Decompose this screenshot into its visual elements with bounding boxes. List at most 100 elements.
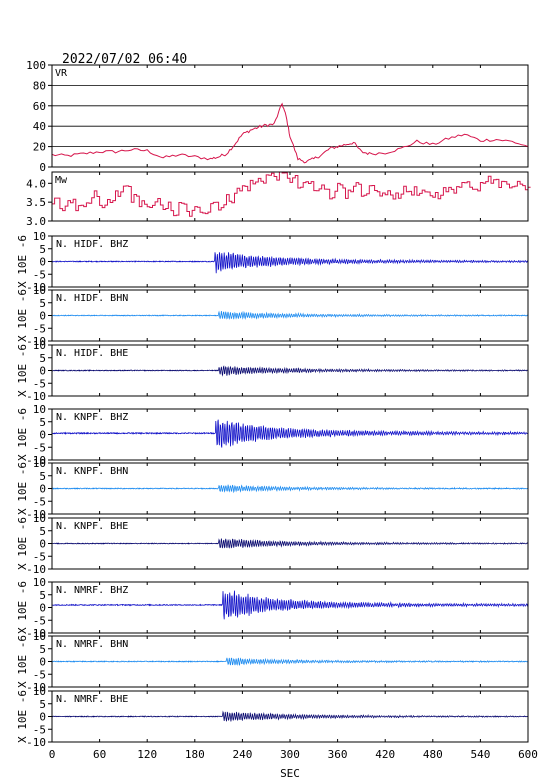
trace-1-ylabel: X 10E -6 [16,289,29,342]
trace-6-ylabel: X 10E -6 [16,581,29,634]
x-tick-label-1: 60 [93,748,106,761]
x-tick-label-6: 360 [328,748,348,761]
trace-1-ytick-label-3: 5 [39,297,46,310]
trace-4-ytick-label-0: -10 [26,508,46,521]
trace-5-ytick-label-4: 10 [33,512,46,525]
trace-3-ytick-label-0: -10 [26,454,46,467]
trace-5-label: N. KNPF. BHE [56,521,128,532]
trace-1-ytick-label-4: 10 [33,284,46,297]
x-tick-label-0: 0 [49,748,56,761]
vr-ytick-label-3: 60 [33,100,46,113]
trace-4-waveform [51,484,529,494]
x-tick-label-7: 420 [375,748,395,761]
mw-ytick-label-1: 3.5 [26,196,46,209]
mw-ytick-label-2: 4.0 [26,177,46,190]
vr-series-line [51,102,529,164]
trace-7-ylabel: X 10E -6 [16,635,29,688]
trace-7-ytick-label-2: 0 [39,656,46,669]
trace-0-ylabel: X 10E -6 [16,235,29,288]
trace-6-ytick-label-1: -5 [33,614,46,627]
trace-3-ytick-label-3: 5 [39,416,46,429]
trace-5-ytick-label-3: 5 [39,525,46,538]
trace-0-ytick-label-2: 0 [39,256,46,269]
trace-0-waveform [51,252,529,274]
trace-7-ytick-label-4: 10 [33,630,46,643]
trace-2-ytick-label-2: 0 [39,365,46,378]
vr-panel-frame [51,64,529,168]
vr-ytick-label-0: 0 [39,161,46,174]
trace-1-ytick-label-0: -10 [26,335,46,348]
trace-6-ytick-label-0: -10 [26,627,46,640]
trace-8-waveform [51,710,528,722]
x-tick-label-10: 600 [518,748,538,761]
trace-0-ytick-label-3: 5 [39,243,46,256]
trace-2-ytick-label-0: -10 [26,390,46,403]
vr-ytick-label-2: 40 [33,120,46,133]
trace-1-ytick-label-1: -5 [33,322,46,335]
trace-3-ylabel: X 10E -6 [16,408,29,461]
trace-0-ytick-label-0: -10 [26,281,46,294]
vr-ytick-label-1: 20 [33,141,46,154]
trace-5-ytick-label-1: -5 [33,550,46,563]
trace-7-waveform [51,657,529,666]
trace-7-ytick-label-3: 5 [39,643,46,656]
trace-4-ytick-label-4: 10 [33,457,46,470]
x-tick-label-4: 240 [232,748,252,761]
trace-7-ytick-label-1: -5 [33,668,46,681]
x-tick-label-3: 180 [185,748,205,761]
trace-2-ytick-label-1: -5 [33,377,46,390]
trace-1-ytick-label-2: 0 [39,310,46,323]
trace-4-ylabel: X 10E -6 [16,462,29,515]
trace-7-ytick-label-0: -10 [26,681,46,694]
trace-5-ytick-label-2: 0 [39,538,46,551]
vr-ytick-label-5: 100 [26,59,46,72]
x-axis-label: SEC [280,767,300,780]
trace-8-ylabel: X 10E -6 [16,690,29,743]
trace-2-ytick-label-4: 10 [33,339,46,352]
trace-0-ytick-label-1: -5 [33,268,46,281]
trace-8-label: N. NMRF. BHE [56,694,128,705]
x-tick-label-8: 480 [423,748,443,761]
trace-0-label: N. HIDF. BHZ [56,239,128,250]
trace-5-ylabel: X 10E -6 [16,517,29,570]
vr-panel-label: VR [55,68,68,79]
x-tick-label-5: 300 [280,748,300,761]
trace-2-label: N. HIDF. BHE [56,348,128,359]
trace-3-ytick-label-1: -5 [33,441,46,454]
trace-7-label: N. NMRF. BHN [56,639,128,650]
trace-6-ytick-label-4: 10 [33,576,46,589]
trace-3-label: N. KNPF. BHZ [56,412,128,423]
trace-3-ytick-label-2: 0 [39,429,46,442]
chart-title: 2022/07/02 06:40 [62,52,187,67]
trace-2-ylabel: X 10E -6 [16,344,29,397]
trace-6-waveform [51,590,529,620]
trace-3-waveform [52,419,529,448]
x-tick-label-2: 120 [137,748,157,761]
trace-5-ytick-label-0: -10 [26,563,46,576]
trace-4-ytick-label-2: 0 [39,483,46,496]
trace-5-waveform [51,538,529,549]
mw-panel-label: Mw [55,175,68,186]
mw-ytick-label-0: 3.0 [26,215,46,228]
trace-2-waveform [52,365,529,377]
mw-series-line [52,171,531,217]
trace-6-ytick-label-2: 0 [39,602,46,615]
vr-ytick-label-4: 80 [33,79,46,92]
trace-2-ytick-label-3: 5 [39,352,46,365]
x-tick-label-9: 540 [470,748,490,761]
trace-8-ytick-label-2: 0 [39,711,46,724]
trace-1-waveform [51,310,529,320]
trace-0-ytick-label-4: 10 [33,230,46,243]
trace-8-ytick-label-3: 5 [39,698,46,711]
trace-4-label: N. KNPF. BHN [56,466,128,477]
trace-6-ytick-label-3: 5 [39,589,46,602]
trace-4-ytick-label-1: -5 [33,495,46,508]
trace-8-ytick-label-0: -10 [26,736,46,749]
trace-4-ytick-label-3: 5 [39,470,46,483]
trace-3-ytick-label-4: 10 [33,403,46,416]
trace-8-ytick-label-4: 10 [33,685,46,698]
trace-8-ytick-label-1: -5 [33,723,46,736]
trace-6-label: N. NMRF. BHZ [56,585,128,596]
